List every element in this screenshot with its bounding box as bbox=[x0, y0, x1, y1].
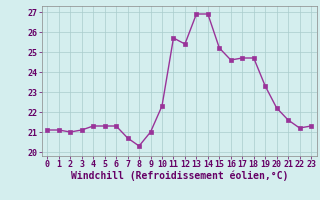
X-axis label: Windchill (Refroidissement éolien,°C): Windchill (Refroidissement éolien,°C) bbox=[70, 171, 288, 181]
